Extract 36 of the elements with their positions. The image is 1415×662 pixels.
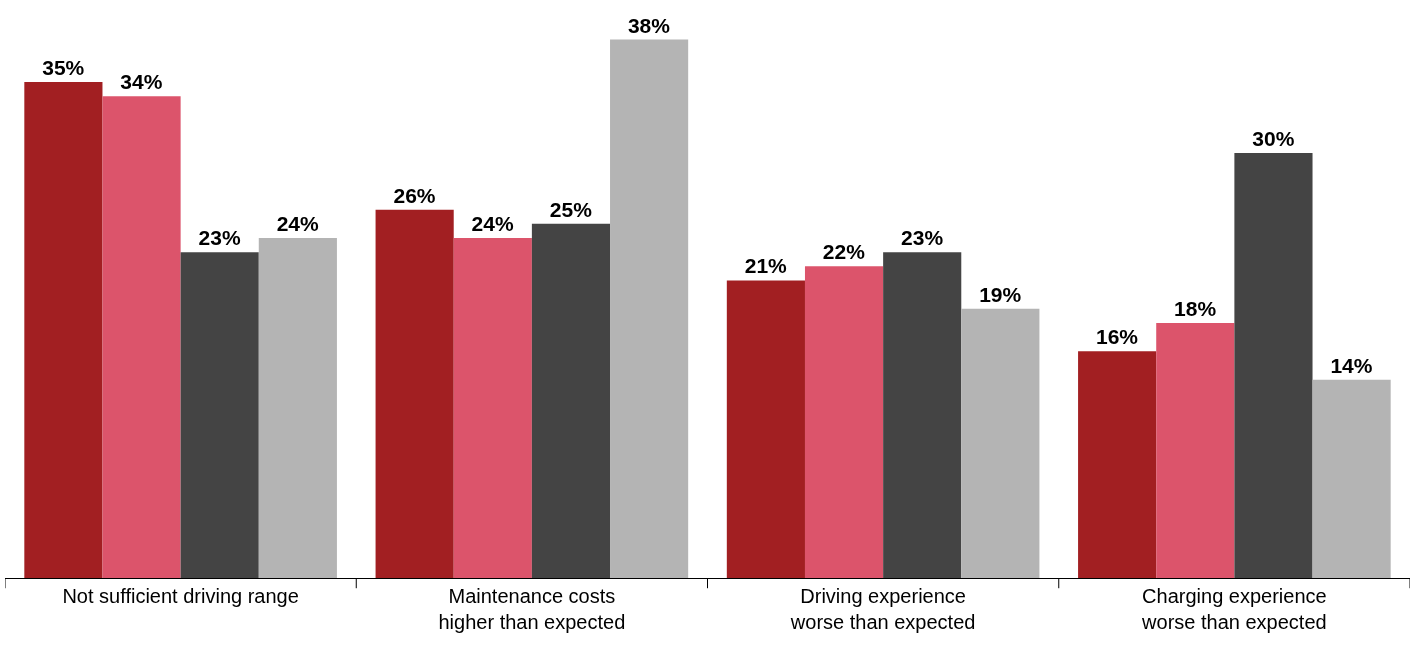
bar [531, 223, 611, 578]
bar [1312, 379, 1391, 578]
data-label: 18% [1174, 296, 1217, 320]
bar [180, 252, 259, 578]
bar [102, 96, 181, 578]
data-label: 14% [1330, 353, 1373, 377]
data-label: 24% [471, 211, 514, 235]
bar [804, 266, 884, 578]
x-tick-label: Maintenance costs higher than expected [438, 585, 626, 633]
data-label: 16% [1095, 325, 1139, 349]
data-label: 24% [276, 211, 320, 235]
bar [1156, 322, 1235, 578]
bar [258, 237, 337, 578]
bar [375, 209, 454, 578]
data-label: 35% [42, 56, 85, 80]
data-label: 23% [198, 226, 241, 250]
bar [726, 280, 805, 578]
bar [961, 308, 1040, 578]
data-label: 34% [120, 70, 163, 94]
bar [1234, 152, 1313, 578]
data-label: 23% [901, 226, 944, 250]
data-label: 26% [393, 183, 436, 207]
data-label: 21% [744, 254, 788, 278]
data-label: 25% [549, 197, 593, 221]
bar [883, 252, 962, 578]
x-tick-label: Driving experience worse than expected [789, 585, 976, 633]
x-tick-label: Charging experience worse than expected [1141, 585, 1327, 633]
data-label: 22% [822, 240, 866, 264]
bar [453, 237, 532, 578]
bar [1078, 351, 1157, 578]
data-label: 30% [1252, 126, 1295, 150]
x-tick-label: Not sufficient driving range [62, 585, 299, 607]
bar [24, 82, 103, 578]
bar [610, 39, 689, 578]
data-label: 38% [627, 13, 671, 37]
data-label: 19% [979, 282, 1022, 306]
